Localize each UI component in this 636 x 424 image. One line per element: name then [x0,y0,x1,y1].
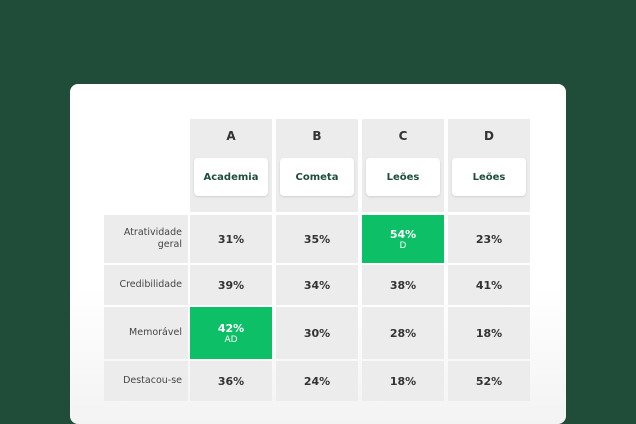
row-label-text: Credibilidade [119,279,182,290]
column-name: Leões [386,171,420,183]
table-cell: 24% [276,361,358,401]
column-name-chip: Leões [452,158,526,196]
row-label: Memorável [104,307,188,359]
row-label: Destacou-se [104,361,188,401]
significance-label: D [399,240,407,251]
column-header-c: C Leões [362,119,444,212]
cell-value: 35% [303,232,331,246]
column-header-b: B Cometa [276,119,358,212]
column-letter: D [484,129,494,143]
cell-value: 36% [217,374,245,388]
table-cell: 36% [190,361,272,401]
row-label-text: Atratividade geral [123,227,182,250]
cell-value: 31% [217,232,245,246]
cell-value: 30% [303,326,331,340]
column-name: Leões [472,171,506,183]
column-name-chip: Academia [194,158,268,196]
column-name-chip: Leões [366,158,440,196]
table-cell: 30% [276,307,358,359]
column-letter: A [226,129,236,143]
table-cell: 42% AD [190,307,272,359]
cell-value: 24% [303,374,331,388]
cell-value: 38% [389,278,417,292]
row-label: Atratividade geral [104,215,188,263]
column-header-d: D Leões [448,119,530,212]
column-letter: C [398,129,408,143]
table-cell: 54% D [362,215,444,263]
column-name-chip: Cometa [280,158,354,196]
table-cell: 34% [276,265,358,305]
comparison-table: A Academia B Cometa C Leões D Leões Atratividade… [70,84,566,424]
table-cell: 39% [190,265,272,305]
column-name: Academia [203,171,259,183]
table-cell: 31% [190,215,272,263]
column-header-a: A Academia [190,119,272,212]
column-letter: B [312,129,322,143]
cell-value: 34% [303,278,331,292]
table-cell: 23% [448,215,530,263]
cell-value: 41% [475,278,503,292]
column-name: Cometa [295,171,339,183]
row-label-text: Memorável [129,327,182,338]
table-cell: 52% [448,361,530,401]
significance-label: AD [224,334,238,345]
cell-value: 18% [475,326,503,340]
table-cell: 38% [362,265,444,305]
cell-value: 52% [475,374,503,388]
cell-value: 23% [475,232,503,246]
row-label-text: Destacou-se [123,375,182,386]
cell-value: 42% [217,321,245,335]
cell-value: 39% [217,278,245,292]
cell-value: 54% [389,227,417,241]
table-cell: 41% [448,265,530,305]
table-cell: 28% [362,307,444,359]
table-cell: 18% [448,307,530,359]
table-cell: 35% [276,215,358,263]
results-card: A Academia B Cometa C Leões D Leões Atratividade… [70,84,566,424]
row-label: Credibilidade [104,265,188,305]
cell-value: 28% [389,326,417,340]
cell-value: 18% [389,374,417,388]
table-cell: 18% [362,361,444,401]
